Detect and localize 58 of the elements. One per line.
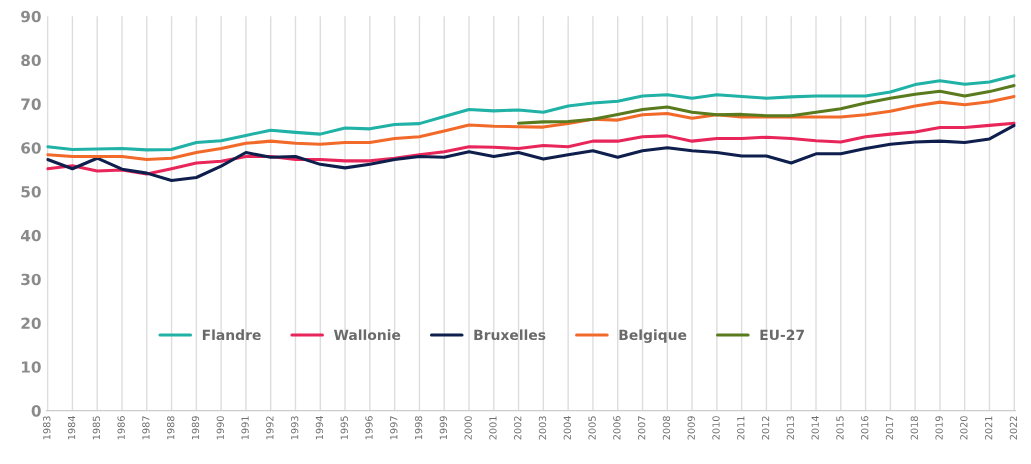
y-tick-label: 40 [20, 229, 41, 242]
x-tick-label: 2011 [737, 416, 745, 440]
y-tick-label: 20 [21, 317, 41, 330]
x-tick-label: 1994 [315, 416, 324, 440]
legend-label: Belgique [619, 329, 687, 343]
x-tick-label: 1985 [92, 416, 101, 440]
x-tick-label: 2021 [984, 416, 993, 440]
line-series [46, 74, 1016, 152]
x-tick-label: 2018 [910, 416, 918, 440]
x-tick-label: 2014 [811, 416, 819, 440]
x-tick-label: 1998 [414, 416, 423, 440]
x-tick-label: 1991 [241, 416, 249, 440]
y-tick-label: 50 [21, 185, 41, 198]
x-tick-label: 1996 [365, 416, 373, 440]
x-tick-label: 1995 [340, 416, 348, 440]
x-tick-label: 2004 [563, 416, 571, 440]
x-tick-label: 1992 [266, 416, 274, 440]
x-tick-label: 2010 [712, 416, 720, 440]
x-tick-label: 2003 [538, 416, 547, 440]
y-tick-label: 30 [21, 273, 41, 286]
x-tick-label: 2002 [514, 416, 522, 440]
x-tick-label: 1997 [390, 416, 398, 440]
x-tick-label: 2012 [761, 416, 770, 440]
x-tick-label: 2008 [662, 416, 671, 440]
legend-label: Bruxelles [474, 329, 546, 341]
x-tick-label: 2013 [786, 416, 795, 440]
legend-label: Wallonie [333, 329, 401, 341]
x-tick-label: 2015 [836, 416, 844, 440]
line-series [46, 94, 1016, 162]
x-tick-label: 1983 [43, 416, 51, 440]
x-tick-label: 1986 [117, 416, 125, 440]
x-tick-label: 2005 [588, 416, 596, 440]
y-tick-label: 10 [22, 361, 41, 373]
x-tick-label: 1993 [290, 416, 299, 440]
x-tick-label: 1988 [167, 416, 175, 440]
x-tick-label: 2017 [885, 416, 894, 440]
x-tick-label: 2007 [637, 416, 646, 440]
x-tick-label: 1999 [439, 416, 448, 440]
x-tick-label: 1984 [67, 416, 76, 440]
legend-label: EU-27 [760, 329, 804, 341]
x-tick-label: 2020 [960, 416, 968, 440]
x-tick-label: 2000 [464, 416, 472, 440]
x-tick-label: 2009 [687, 416, 695, 440]
y-tick-label: 60 [21, 142, 41, 154]
legend-label: Flandre [202, 329, 261, 341]
y-tick-label: 70 [21, 98, 41, 110]
x-tick-label: 1989 [191, 416, 200, 440]
line-series [517, 83, 1016, 125]
y-tick-label: 0 [31, 405, 41, 417]
y-tick-label: 80 [21, 54, 41, 67]
x-tick-label: 2006 [613, 416, 621, 440]
x-tick-label: 2016 [861, 416, 869, 440]
x-tick-label: 1990 [216, 416, 224, 440]
x-tick-label: 2001 [489, 416, 497, 440]
x-tick-label: 2019 [935, 416, 943, 440]
y-tick-label: 90 [21, 10, 41, 23]
x-tick-label: 2022 [1009, 416, 1018, 440]
x-tick-label: 1987 [142, 416, 150, 440]
